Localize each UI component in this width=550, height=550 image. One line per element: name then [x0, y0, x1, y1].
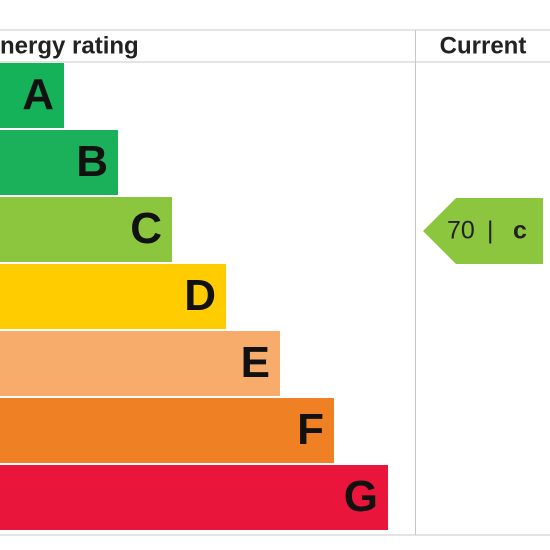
- band-bar: [0, 465, 388, 530]
- band-bar: [0, 331, 280, 396]
- current-arrow: [423, 198, 543, 264]
- band-bar: [0, 197, 172, 262]
- band-letter: F: [297, 405, 324, 454]
- rating-header: nergy rating: [0, 32, 139, 59]
- band-letter: C: [130, 204, 162, 253]
- band-bar: [0, 398, 334, 463]
- current-rating: 70 | c: [423, 198, 543, 264]
- band-letter: B: [76, 137, 108, 186]
- current-band: c: [513, 217, 527, 245]
- current-separator: |: [487, 217, 494, 245]
- band-letter: G: [344, 472, 378, 521]
- current-header: Current: [440, 32, 527, 59]
- band-bar: [0, 264, 226, 329]
- band-bar: [0, 130, 118, 195]
- current-score: 70: [447, 217, 475, 245]
- band-bar: [0, 63, 64, 128]
- band-letter: A: [22, 70, 54, 119]
- band-letter: D: [184, 271, 216, 320]
- band-letter: E: [241, 338, 270, 387]
